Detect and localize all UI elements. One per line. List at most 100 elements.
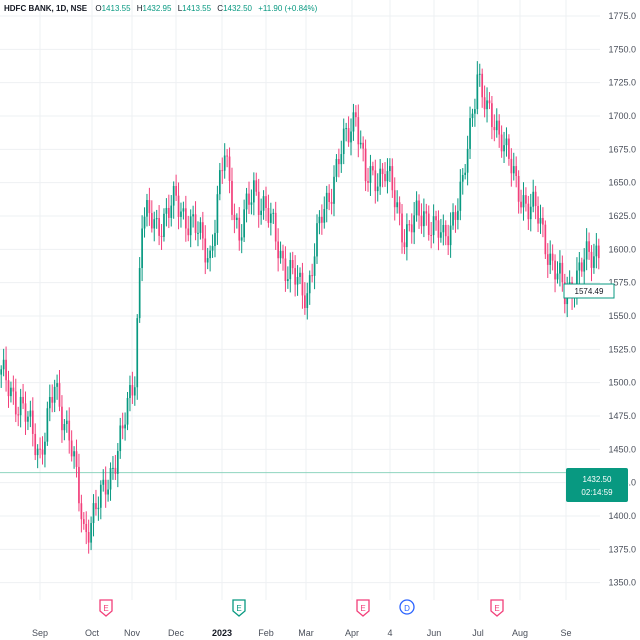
candle-body: [340, 154, 343, 165]
earnings-marker-shape: [232, 599, 246, 617]
candle-body: [510, 158, 513, 174]
candle: [245, 187, 248, 223]
candle-body: [328, 192, 330, 202]
candle-body: [410, 224, 413, 233]
candle-body: [92, 503, 95, 524]
candle-body: [595, 245, 598, 257]
candle: [53, 379, 56, 413]
candle: [34, 423, 37, 461]
candle-body: [408, 224, 411, 226]
candle: [556, 261, 559, 284]
candle: [126, 391, 129, 431]
candle-body: [350, 131, 352, 143]
candle: [437, 210, 440, 251]
candle-body: [381, 168, 384, 175]
candle: [330, 188, 333, 215]
candle-body: [534, 191, 537, 206]
candle-body: [376, 186, 379, 192]
candle: [345, 122, 348, 142]
candle-body: [218, 170, 221, 195]
candle-body: [323, 209, 326, 223]
candle: [197, 221, 199, 247]
candle: [529, 193, 532, 232]
candle-body: [199, 222, 202, 233]
candle: [163, 208, 165, 242]
candle-body: [527, 203, 530, 220]
time-axis[interactable]: Sep Oct Nov Dec 2023 Feb Mar Apr 4 Jun Jul Aug Se: [32, 628, 572, 638]
candle-body: [22, 396, 24, 404]
candle-body: [461, 174, 464, 182]
candle-body: [386, 171, 389, 182]
candle-body: [167, 207, 170, 218]
candle-body: [141, 228, 143, 269]
candle: [270, 202, 272, 236]
candle: [597, 238, 600, 270]
candle: [381, 162, 384, 188]
candle: [408, 220, 411, 232]
candle: [73, 446, 75, 469]
close-readout: C1432.50: [217, 4, 252, 13]
candle-body: [34, 433, 37, 456]
earnings-marker-icon[interactable]: E: [99, 599, 113, 617]
earnings-marker-icon[interactable]: E: [490, 599, 504, 617]
candle: [299, 267, 301, 285]
candle: [325, 185, 328, 223]
candle-body: [488, 100, 491, 104]
candle: [420, 203, 423, 234]
candle: [82, 512, 85, 530]
candle-body: [481, 73, 484, 98]
earnings-marker-icon[interactable]: E: [356, 599, 370, 617]
candle: [235, 213, 238, 229]
earnings-marker-icon[interactable]: E: [232, 599, 246, 617]
candle-body: [221, 170, 224, 172]
candle: [150, 200, 153, 233]
candle: [386, 158, 389, 194]
candle: [167, 194, 170, 229]
candle-body: [549, 253, 552, 265]
dividend-marker-icon[interactable]: D: [399, 599, 415, 615]
candle-body: [398, 202, 401, 214]
candle-body: [184, 208, 187, 229]
candle: [36, 444, 39, 469]
candle-body: [131, 385, 134, 396]
candle: [595, 233, 598, 269]
candle-body: [301, 272, 304, 296]
candle: [46, 401, 49, 446]
candle-body: [379, 168, 382, 187]
candle-body: [311, 275, 313, 277]
candle-body: [231, 180, 233, 215]
candle: [201, 211, 204, 251]
candle-body: [495, 120, 498, 131]
candle-body: [352, 112, 355, 132]
candle: [252, 172, 255, 216]
candle: [146, 193, 148, 227]
candle-body: [493, 127, 496, 131]
candle-body: [85, 523, 88, 533]
candle-body: [65, 420, 68, 425]
candle-body: [170, 205, 173, 218]
candle-body: [201, 222, 204, 239]
x-tick-label: 2023: [212, 628, 232, 638]
marker-glyph: E: [494, 604, 499, 613]
candle: [546, 243, 549, 278]
candle-body: [68, 420, 71, 441]
y-tick-label: 1400.0: [608, 511, 636, 521]
candle-body: [491, 103, 493, 128]
candle-body: [291, 259, 294, 269]
candle: [503, 131, 505, 164]
candle-body: [389, 166, 391, 172]
y-tick-label: 1450.0: [608, 444, 636, 454]
candle: [401, 204, 403, 254]
candle: [461, 168, 464, 195]
candle: [92, 494, 95, 537]
candle: [95, 489, 97, 516]
candle-body: [585, 241, 588, 260]
candle-body: [243, 209, 245, 238]
candle: [99, 480, 102, 520]
candle-body: [498, 120, 501, 135]
candle-body: [70, 440, 73, 457]
candle-body: [41, 449, 44, 455]
candle: [250, 189, 253, 215]
